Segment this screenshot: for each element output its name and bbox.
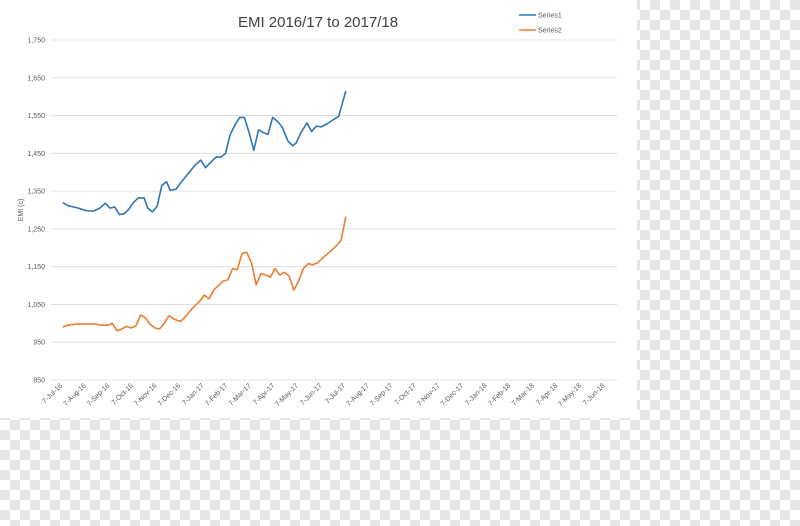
y-tick-label: 1,350	[27, 189, 45, 196]
x-tick-label: 7-Jun-17	[299, 382, 324, 407]
series-lines	[62, 90, 347, 332]
x-tick-label: 7-Jul-16	[41, 382, 64, 405]
y-tick-label: 850	[33, 378, 45, 385]
y-tick-label: 1,650	[27, 75, 45, 82]
y-tick-label: 1,250	[27, 226, 45, 233]
gridlines	[51, 39, 617, 381]
chart-panel: 1,750 1,650 1,550 1,450 1,350 1,250 1,150 1,050…	[18, 12, 617, 409]
series-line-1	[62, 90, 347, 216]
x-tick-label: 7-Jun-18	[582, 382, 607, 407]
x-tick-label: 7-Jan-18	[464, 382, 489, 407]
chart-title: EMI 2016/17 to 2017/18	[238, 14, 398, 31]
x-tick-label: 7-May-18	[557, 382, 583, 408]
x-tick-label: 7-Dec-17	[440, 382, 465, 407]
x-tick-label: 7-Sep-17	[369, 382, 394, 407]
line-chart: 1,750 1,650 1,550 1,450 1,350 1,250 1,150 1,050…	[18, 13, 617, 408]
x-tick-label: 7-Aug-16	[62, 382, 87, 407]
y-axis-ticks: 1,750 1,650 1,550 1,450 1,350 1,250 1,150 1,050…	[27, 38, 45, 385]
y-tick-label: 1,150	[27, 264, 45, 271]
x-tick-label: 7-Nov-17	[416, 382, 441, 407]
y-tick-label: 1,550	[27, 113, 45, 120]
x-tick-label: 7-Aug-17	[345, 382, 370, 407]
x-tick-label: 7-Dec-16	[157, 382, 182, 407]
series-line-2	[62, 216, 347, 332]
legend: Series1 Series2	[519, 13, 562, 35]
x-tick-label: 7-Oct-16	[111, 382, 135, 406]
x-tick-label: 7-Sep-16	[86, 382, 111, 407]
x-tick-label: 7-Nov-16	[133, 382, 158, 407]
x-tick-label: 7-Mar-18	[511, 382, 536, 407]
x-tick-label: 7-Jan-17	[181, 382, 206, 407]
x-tick-label: 7-Oct-17	[394, 382, 418, 406]
y-tick-label: 1,750	[27, 38, 45, 45]
legend-label-1: Series1	[538, 13, 562, 20]
y-tick-label: 1,450	[27, 151, 45, 158]
x-tick-label: 7-May-17	[274, 382, 300, 408]
x-tick-label: 7-Apr-17	[252, 382, 276, 406]
legend-label-2: Series2	[538, 28, 562, 35]
y-tick-label: 1,050	[27, 302, 45, 309]
y-tick-label: 950	[33, 340, 45, 347]
x-tick-label: 7-Apr-18	[535, 382, 559, 406]
x-tick-label: 7-Feb-17	[204, 382, 229, 407]
x-tick-label: 7-Feb-18	[487, 382, 512, 407]
x-tick-label: 7-Mar-17	[228, 382, 253, 407]
x-axis-ticks: 7-Jul-167-Aug-167-Sep-16 7-Oct-167-Nov-16…	[41, 382, 606, 408]
x-tick-label: 7-Jul-17	[324, 382, 347, 405]
y-axis-label: EMI (c)	[18, 199, 25, 222]
